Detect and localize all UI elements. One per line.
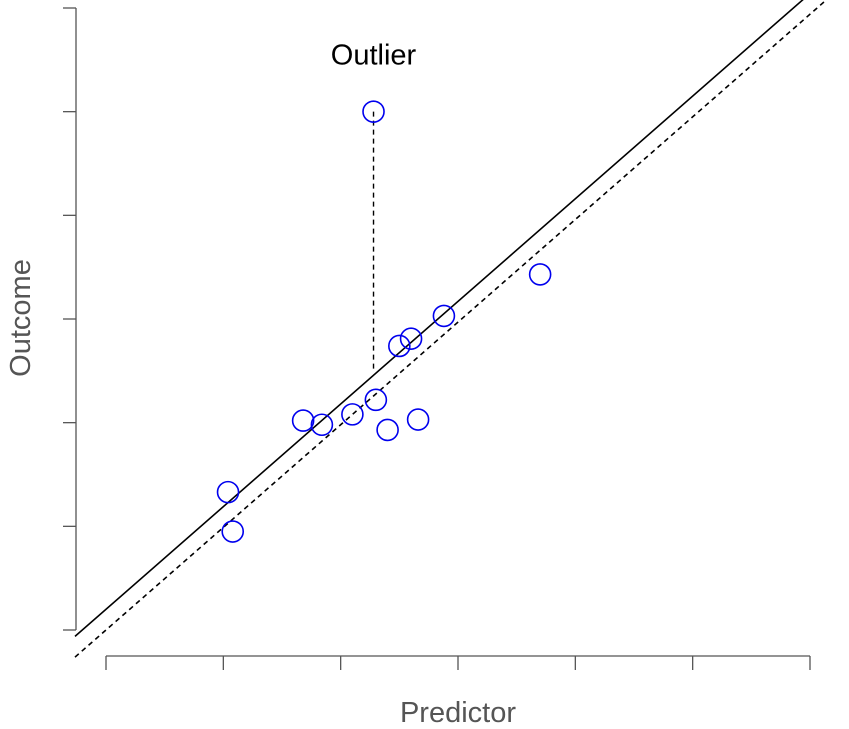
data-point	[528, 263, 552, 286]
annotations: Outlier	[331, 40, 417, 72]
outlier-label: Outlier	[331, 40, 417, 72]
x-axis	[105, 655, 811, 670]
data-point	[376, 418, 399, 442]
fit-line-dashed	[74, 0, 828, 658]
data-point	[388, 334, 411, 358]
data-point	[291, 409, 315, 432]
fit-lines	[74, 0, 828, 658]
data-point	[221, 520, 245, 543]
y-axis	[63, 7, 77, 631]
data-point	[310, 413, 334, 437]
data-point	[399, 327, 423, 350]
x-axis-title: Predictor	[400, 697, 516, 729]
data-point	[406, 408, 430, 431]
fit-line-solid	[74, 0, 804, 637]
data-point	[364, 388, 388, 412]
data-points	[216, 100, 552, 543]
data-point	[341, 403, 364, 426]
y-axis-title: Outcome	[5, 259, 37, 377]
data-point	[362, 100, 385, 123]
data-point	[216, 480, 240, 504]
data-point	[432, 304, 456, 328]
